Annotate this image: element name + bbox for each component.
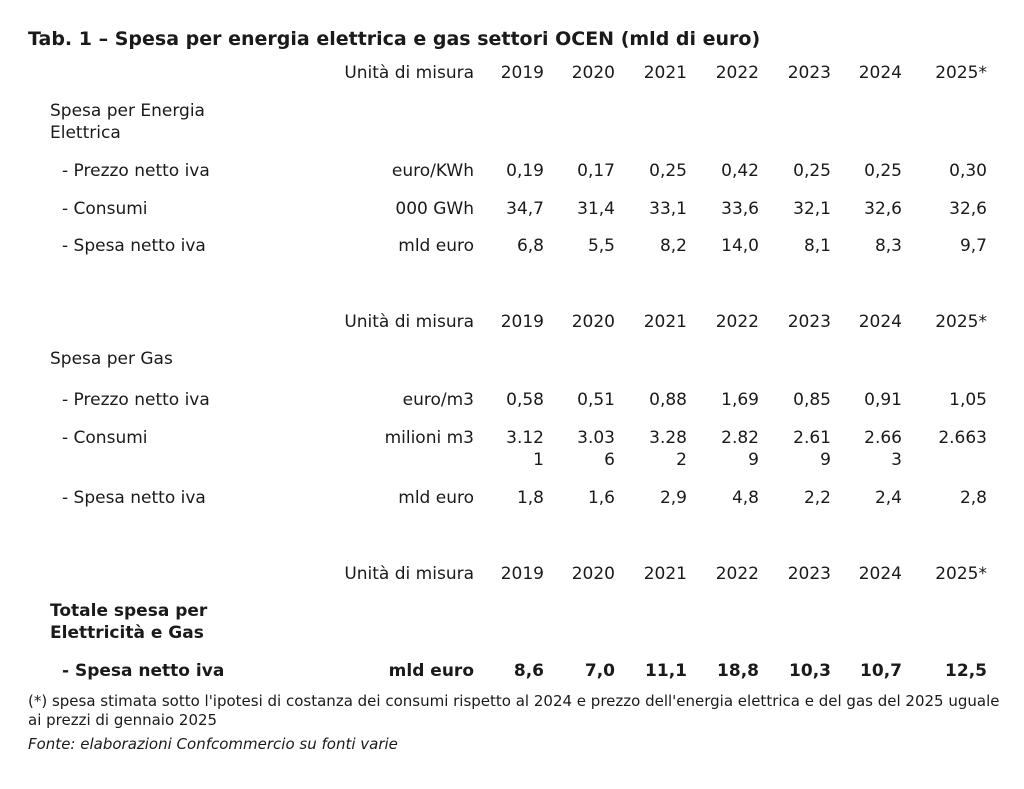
value-cell: 32,6 [864,199,902,219]
row-label: - Consumi [62,199,148,219]
value-cell: 0,25 [793,161,831,181]
value-cell: 8,3 [874,236,902,256]
row-unit: 000 GWh [395,199,474,219]
year-header-2024: 2024 [858,63,902,83]
row-unit: milioni m3 [384,428,474,448]
value-cell: 1,05 [949,390,987,410]
section-label-electricity: Spesa per Energia Elettrica [50,101,205,143]
table-title: Tab. 1 – Spesa per energia elettrica e g… [28,28,761,50]
value-cell: 0,25 [649,161,687,181]
row-label: - Consumi [62,428,148,448]
row-label: - Spesa netto iva [62,661,225,681]
row-unit: mld euro [388,661,474,681]
year-header-2025: 2025* [935,63,987,83]
value-cell: 14,0 [721,236,759,256]
row-unit: euro/KWh [391,161,474,181]
value-cell: 0,42 [721,161,759,181]
row-unit: mld euro [398,236,474,256]
row-label: - Spesa netto iva [62,488,206,508]
year-header-2022: 2022 [715,564,759,584]
footnote: (*) spesa stimata sotto l'ipotesi di cos… [28,692,1000,729]
value-cell: 2.829 [721,428,759,470]
value-cell: 33,6 [721,199,759,219]
value-cell: 3.282 [649,428,687,470]
unit-header: Unità di misura [344,564,474,584]
value-cell: 7,0 [584,661,615,681]
section-label-total: Totale spesa per Elettricità e Gas [50,601,208,643]
year-header-2021: 2021 [643,564,687,584]
value-cell: 0,58 [506,390,544,410]
year-header-2021: 2021 [643,63,687,83]
row-unit: mld euro [398,488,474,508]
value-cell: 2,2 [803,488,831,508]
value-cell: 3.036 [577,428,615,470]
year-header-2020: 2020 [571,564,615,584]
value-cell: 32,1 [793,199,831,219]
section-label-gas: Spesa per Gas [50,349,173,369]
value-cell: 2,8 [959,488,987,508]
year-header-2025: 2025* [935,312,987,332]
year-header-2023: 2023 [787,63,831,83]
value-cell: 2.663 [938,428,987,448]
value-cell: 5,5 [587,236,615,256]
year-header-2023: 2023 [787,564,831,584]
value-cell: 11,1 [645,661,687,681]
value-cell: 10,7 [860,661,902,681]
year-header-2025: 2025* [935,564,987,584]
value-cell: 33,1 [649,199,687,219]
year-header-2022: 2022 [715,63,759,83]
value-cell: 12,5 [945,661,987,681]
value-cell: 2.663 [864,428,902,470]
value-cell: 8,6 [513,661,544,681]
year-header-2023: 2023 [787,312,831,332]
value-cell: 0,91 [864,390,902,410]
value-cell: 2,9 [659,488,687,508]
value-cell: 18,8 [717,661,759,681]
row-label: - Spesa netto iva [62,236,206,256]
year-header-2022: 2022 [715,312,759,332]
value-cell: 1,8 [516,488,544,508]
year-header-2021: 2021 [643,312,687,332]
value-cell: 0,30 [949,161,987,181]
value-cell: 0,25 [864,161,902,181]
value-cell: 9,7 [959,236,987,256]
source-note: Fonte: elaborazioni Confcommercio su fon… [28,735,398,753]
value-cell: 0,88 [649,390,687,410]
value-cell: 1,6 [587,488,615,508]
value-cell: 8,2 [659,236,687,256]
year-header-2020: 2020 [571,63,615,83]
year-header-2020: 2020 [571,312,615,332]
value-cell: 0,17 [577,161,615,181]
value-cell: 4,8 [731,488,759,508]
row-unit: euro/m3 [402,390,474,410]
row-label: - Prezzo netto iva [62,390,210,410]
value-cell: 0,85 [793,390,831,410]
value-cell: 31,4 [577,199,615,219]
year-header-2019: 2019 [500,312,544,332]
unit-header: Unità di misura [344,63,474,83]
value-cell: 0,19 [506,161,544,181]
value-cell: 6,8 [516,236,544,256]
value-cell: 0,51 [577,390,615,410]
value-cell: 34,7 [506,199,544,219]
value-cell: 1,69 [721,390,759,410]
value-cell: 3.121 [506,428,544,470]
value-cell: 32,6 [949,199,987,219]
year-header-2019: 2019 [500,564,544,584]
value-cell: 2,4 [874,488,902,508]
year-header-2019: 2019 [500,63,544,83]
value-cell: 10,3 [789,661,831,681]
value-cell: 2.619 [793,428,831,470]
value-cell: 8,1 [803,236,831,256]
unit-header: Unità di misura [344,312,474,332]
year-header-2024: 2024 [858,312,902,332]
row-label: - Prezzo netto iva [62,161,210,181]
year-header-2024: 2024 [858,564,902,584]
